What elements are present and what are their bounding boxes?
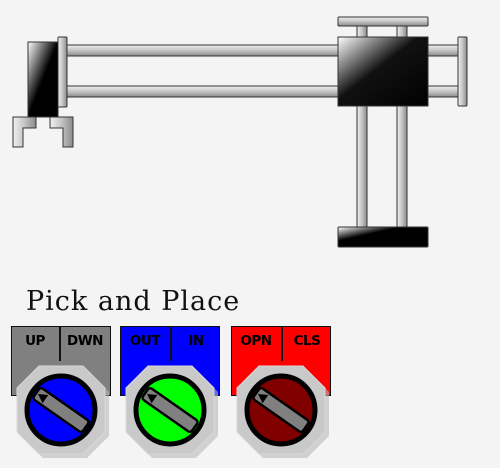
selector-knob-out-in[interactable] [122, 362, 222, 458]
selector-out-in[interactable]: OUT IN [120, 326, 220, 466]
selector-divider [59, 326, 61, 361]
gripper-finger-left [12, 116, 37, 148]
knob-handle-icon [141, 386, 199, 434]
selector-label-out: OUT [129, 333, 161, 349]
selector-open-close[interactable]: OPN CLS [231, 326, 331, 466]
knob-handle-icon [252, 386, 310, 434]
selector-up-down[interactable]: UP DWN [11, 326, 111, 466]
selector-knob-up-down[interactable] [13, 362, 113, 458]
selector-label-close: CLS [293, 333, 321, 349]
gripper-finger-right [49, 116, 74, 148]
selector-divider [170, 326, 172, 361]
selector-label-in: IN [188, 333, 204, 349]
gripper [12, 36, 74, 148]
selector-label-up: UP [25, 333, 45, 349]
selector-label-down: DWN [67, 333, 103, 349]
carriage-block [337, 36, 429, 107]
vertical-base [337, 226, 429, 248]
pick-and-place-machine [12, 16, 468, 248]
right-end-plate [457, 36, 468, 107]
selector-divider [281, 326, 283, 361]
selector-label-open: OPN [240, 333, 272, 349]
knob-handle-icon [32, 386, 90, 434]
selector-knob-open-close[interactable] [233, 362, 333, 458]
top-rail-cap [337, 16, 429, 27]
page-title: Pick and Place [26, 286, 241, 317]
